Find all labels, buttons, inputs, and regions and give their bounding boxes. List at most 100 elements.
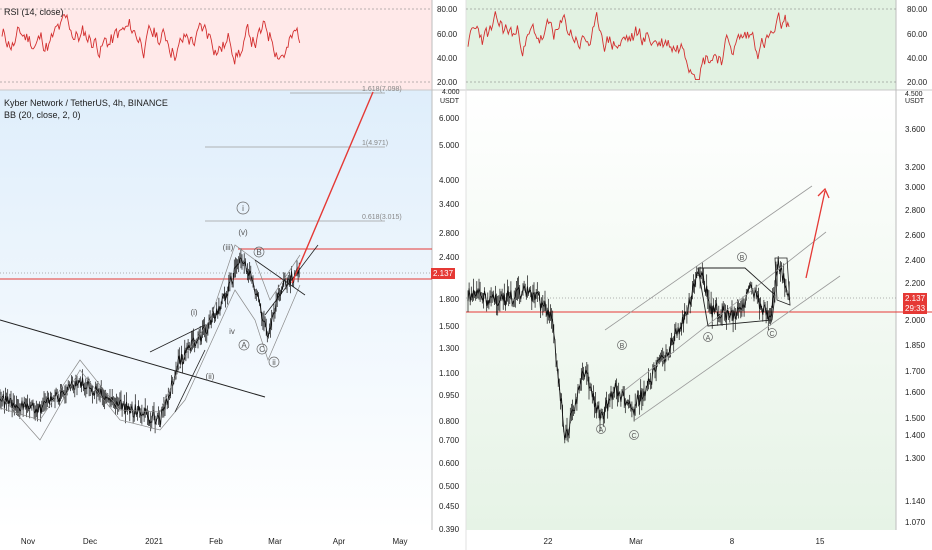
price-tick-left: 0.700 <box>439 436 460 445</box>
price-series-left <box>0 257 300 425</box>
countdown-tag: 29:33 <box>903 303 928 314</box>
wave-label-left: (v) <box>238 228 248 237</box>
wave-circle <box>268 356 280 368</box>
wave-circle <box>253 246 265 258</box>
fib-level-label: 0.618(3.015) <box>362 214 402 221</box>
price-tick-right: 2.400 <box>905 256 926 265</box>
wave-circle <box>238 339 250 351</box>
flag-pattern-small-right <box>774 257 791 306</box>
price-tick-right: 1.500 <box>905 414 926 423</box>
rsi-legend-label: RSI (14, close) <box>4 7 64 17</box>
rsi-tick-left: 20.00 <box>437 78 458 87</box>
x-tick-right: 8 <box>730 537 735 546</box>
downtrend-line-left <box>0 319 266 398</box>
bb-legend-label: BB (20, close, 2, 0) <box>4 110 81 120</box>
price-tick-left: 0.950 <box>439 391 460 400</box>
wedge-line <box>254 259 306 296</box>
price-tick-right: 2.000 <box>905 316 926 325</box>
symbol-label: Kyber Network / TetherUS, 4h, BINANCE <box>4 98 168 108</box>
rsi-tick-left: 40.00 <box>437 54 458 63</box>
price-tick-left: 0.450 <box>439 502 460 511</box>
wave-label-left: B <box>256 248 261 257</box>
price-bg-right <box>466 90 896 530</box>
wedge-line <box>174 349 206 413</box>
projection-arrow-left <box>291 91 374 284</box>
price-unit-right: USDT <box>905 98 925 105</box>
wave-label-left: iv <box>229 327 235 336</box>
rsi-bg-left <box>0 0 432 90</box>
price-tick-left: 1.500 <box>439 322 460 331</box>
rsi-tick-left: 80.00 <box>437 5 458 14</box>
x-tick-left: Nov <box>21 537 35 546</box>
x-tick-left: May <box>392 537 407 546</box>
wave-circle <box>236 201 250 215</box>
wave-label-right: B <box>620 343 625 350</box>
wave-circle-right <box>767 328 777 338</box>
rsi-tick-right: 60.00 <box>907 30 928 39</box>
price-tick-right: 2.600 <box>905 231 926 240</box>
wave-label-left: (iii) <box>223 243 234 252</box>
bollinger-lower-left <box>0 284 301 441</box>
channel-upper-right <box>604 185 813 331</box>
rsi-legend-left[interactable]: RSI (14, close) <box>4 6 64 18</box>
rsi-tick-right: 80.00 <box>907 5 928 14</box>
price-tick-left: 0.500 <box>439 482 460 491</box>
price-series-right <box>467 258 790 441</box>
x-tick-right: 22 <box>544 537 553 546</box>
price-tick-right: 1.400 <box>905 431 926 440</box>
symbol-legend[interactable]: Kyber Network / TetherUS, 4h, BINANCE BB… <box>4 97 168 121</box>
price-tick-left: 1.800 <box>439 295 460 304</box>
price-tick-right: 2.200 <box>905 279 926 288</box>
price-tick-right: 1.600 <box>905 388 926 397</box>
x-tick-left: Dec <box>83 537 97 546</box>
wave-label-left: (i) <box>190 308 197 317</box>
wave-label-right: C <box>769 331 774 338</box>
x-tick-left: Apr <box>333 537 346 546</box>
rsi-tick-left: 60.00 <box>437 30 458 39</box>
wave-label-right: A <box>706 335 711 342</box>
wave-circle-right <box>596 424 606 434</box>
price-tick-right-top: 4.500 <box>905 91 923 98</box>
price-tick-left: 0.800 <box>439 417 460 426</box>
price-bg-left <box>0 90 432 530</box>
price-tick-right: 1.300 <box>905 454 926 463</box>
wave-label-left: C <box>259 345 265 354</box>
wave-label-right: C <box>631 433 636 440</box>
flag-pattern-right <box>697 267 776 327</box>
price-tick-right: 3.200 <box>905 163 926 172</box>
current-price-tag-left: 2.137 <box>431 268 456 279</box>
price-tick-left: 0.600 <box>439 459 460 468</box>
rsi-tick-right: 40.00 <box>907 54 928 63</box>
price-tick-left: 1.300 <box>439 344 460 353</box>
price-tick-right: 1.850 <box>905 341 926 350</box>
projection-arrowhead-right <box>817 187 830 199</box>
fib-level-label: 1(4.971) <box>362 140 388 147</box>
wave-circle-right <box>617 340 627 350</box>
wave-circle-right <box>703 332 713 342</box>
price-unit-left: USDT <box>440 98 460 105</box>
wave-circle-right <box>737 252 747 262</box>
price-tick-right: 3.000 <box>905 183 926 192</box>
price-tick-right: 3.600 <box>905 125 926 134</box>
price-tick-right: 1.140 <box>905 497 926 506</box>
wave-label-left: (ii) <box>206 372 215 381</box>
rsi-line-right <box>467 11 790 81</box>
price-tick-left: 3.400 <box>439 200 460 209</box>
price-tick-left-top: 4.000 <box>442 89 460 96</box>
wave-label-right: B <box>740 255 745 262</box>
wave-label-left: i <box>242 204 244 213</box>
x-tick-left: 2021 <box>145 537 163 546</box>
wedge-line <box>264 244 319 316</box>
wave-circle-right <box>629 430 639 440</box>
price-tick-left: 2.400 <box>439 253 460 262</box>
price-tick-right: 2.800 <box>905 206 926 215</box>
x-tick-right: Mar <box>629 537 643 546</box>
wave-circle <box>256 343 268 355</box>
channel-mid-right <box>624 231 827 391</box>
price-tick-left: 2.800 <box>439 229 460 238</box>
price-tick-left: 5.000 <box>439 141 460 150</box>
wave-label-left: ii <box>272 358 276 367</box>
wedge-line <box>149 324 206 353</box>
